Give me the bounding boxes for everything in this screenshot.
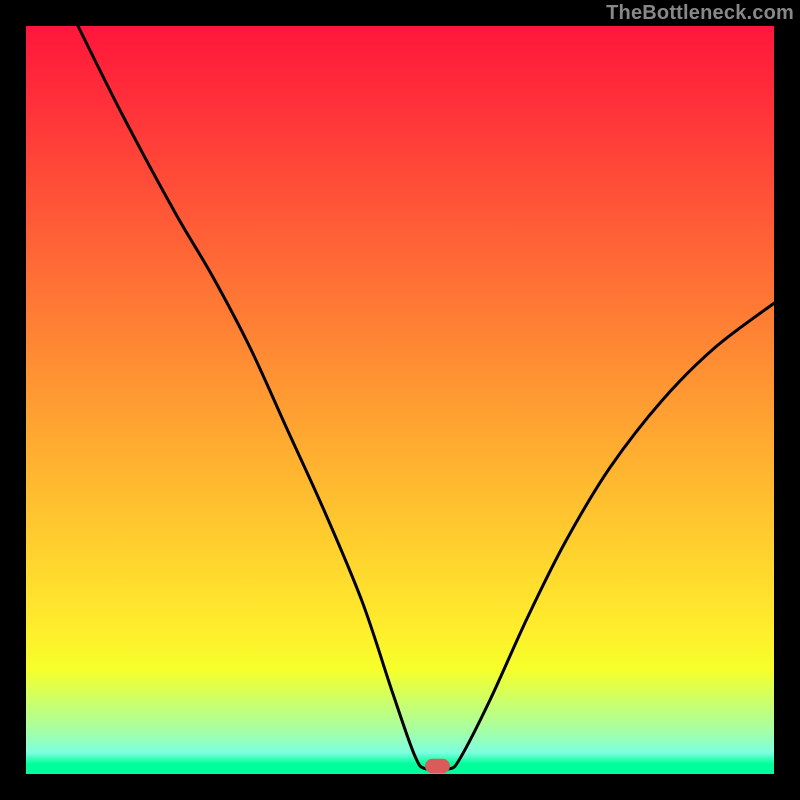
bottleneck-chart xyxy=(0,0,800,800)
watermark-text: TheBottleneck.com xyxy=(606,2,794,25)
bottleneck-marker xyxy=(426,759,450,773)
